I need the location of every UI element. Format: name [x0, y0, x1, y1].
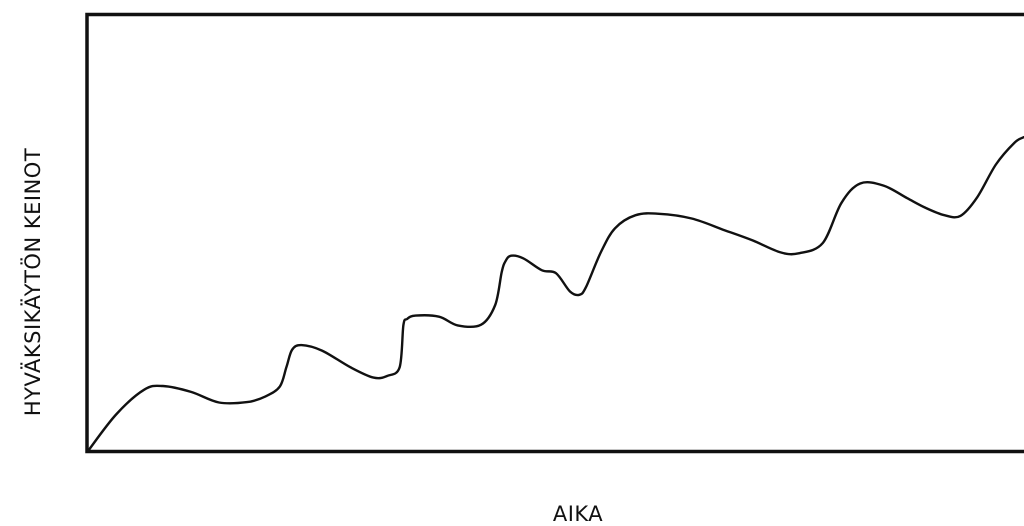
x-axis-label: AIKA [553, 502, 603, 526]
series-line [86, 135, 1024, 453]
plot-frame [85, 12, 1024, 454]
y-axis-label: HYVÄKSIKÄYTÖN KEINOT [20, 148, 45, 416]
plot-area [85, 12, 1024, 454]
